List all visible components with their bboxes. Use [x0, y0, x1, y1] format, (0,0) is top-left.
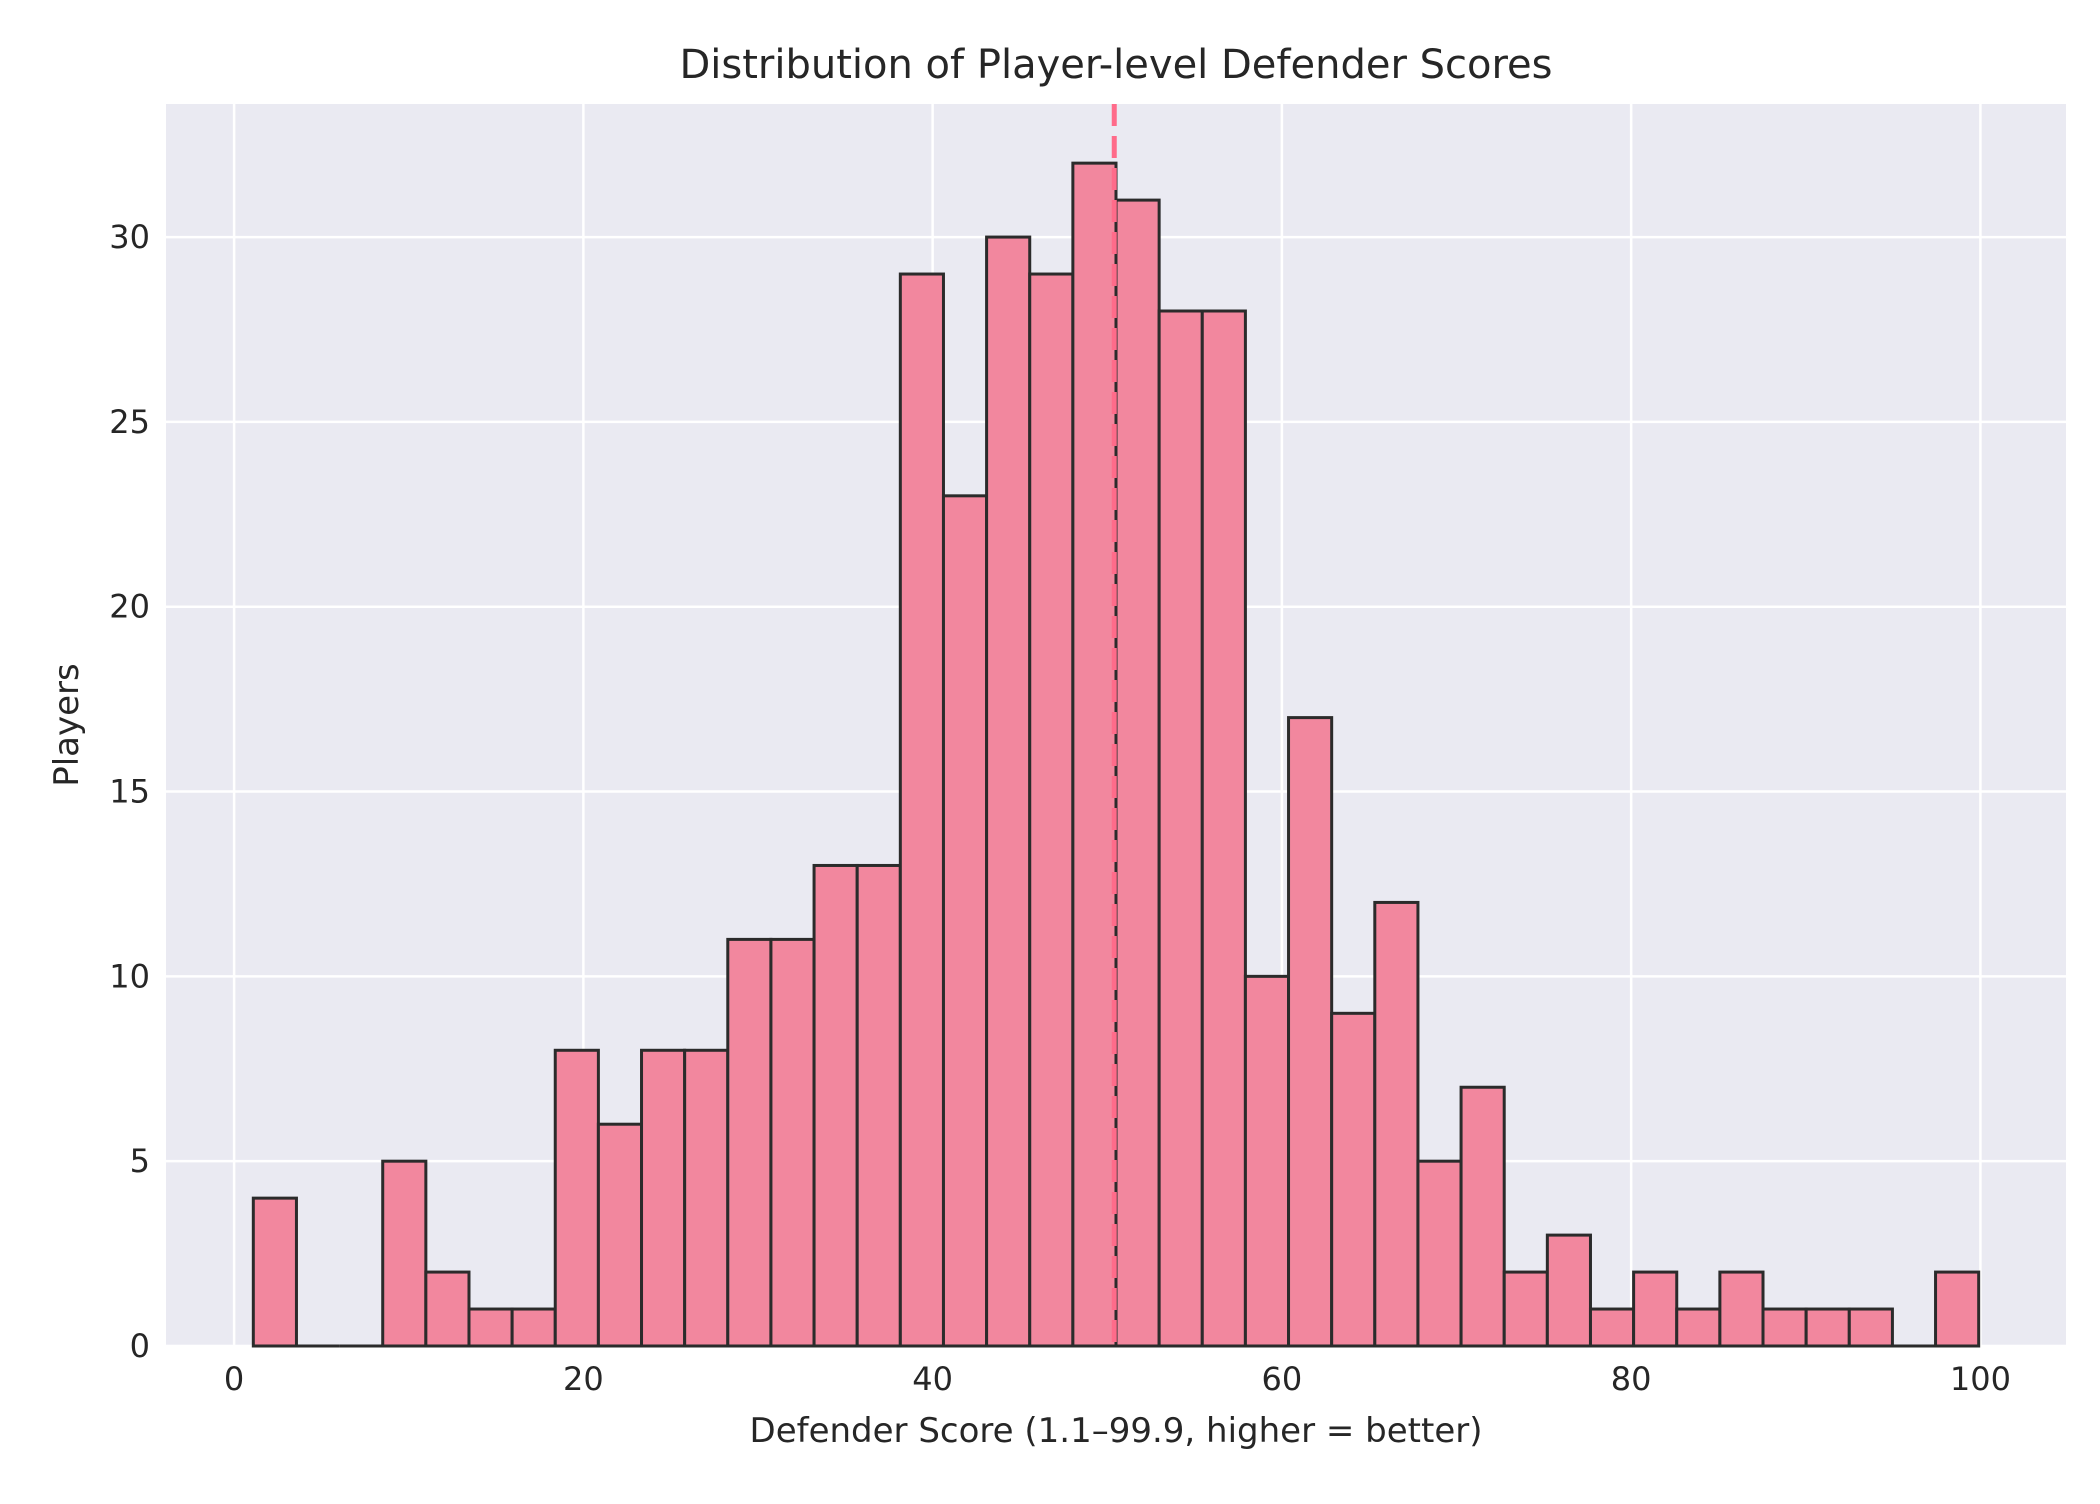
histogram-bar — [640, 1048, 687, 1348]
y-tick-label: 0 — [130, 1327, 150, 1365]
y-tick-label: 25 — [109, 403, 150, 441]
histogram-bar — [1675, 1307, 1722, 1348]
x-tick-label: 80 — [1611, 1360, 1652, 1398]
histogram-bar — [1028, 272, 1075, 1348]
histogram-bar — [1157, 309, 1204, 1348]
histogram-bar — [812, 863, 859, 1348]
x-tick-label: 100 — [1950, 1360, 2011, 1398]
histogram-bar — [1287, 716, 1334, 1348]
histogram-bar — [1459, 1085, 1506, 1348]
y-tick-label: 20 — [109, 588, 150, 626]
histogram-bar — [683, 1048, 730, 1348]
histogram-bar — [1416, 1159, 1463, 1348]
y-axis-label: Players — [47, 663, 87, 787]
chart-title: Distribution of Player-level Defender Sc… — [679, 42, 1552, 88]
histogram-bar — [1502, 1270, 1549, 1348]
histogram-bar — [898, 272, 945, 1348]
x-tick-label: 20 — [563, 1360, 604, 1398]
histogram-bar — [1804, 1307, 1851, 1348]
x-tick-label: 0 — [224, 1360, 244, 1398]
histogram-bar — [510, 1307, 557, 1348]
histogram-bar — [467, 1307, 514, 1348]
histogram-bar — [1330, 1011, 1377, 1348]
histogram-bar — [726, 937, 773, 1348]
histogram-bar — [1114, 198, 1161, 1348]
histogram-bar — [985, 235, 1032, 1348]
histogram-bar — [941, 494, 989, 1348]
histogram-bar — [855, 863, 902, 1348]
histogram-bar — [596, 1122, 644, 1348]
histogram-bar — [381, 1159, 428, 1348]
y-tick-label: 15 — [109, 773, 150, 811]
tick-labels: 0 20 40 60 80 100 0 5 10 15 20 25 30 — [109, 218, 2011, 1398]
histogram-bar — [1243, 974, 1291, 1348]
histogram-bar — [1200, 309, 1247, 1348]
x-axis-label: Defender Score (1.1–99.9, higher = bette… — [750, 1411, 1483, 1451]
histogram-bar — [1632, 1270, 1679, 1348]
histogram-bar — [1847, 1307, 1894, 1348]
histogram-bar — [424, 1270, 471, 1348]
histogram-bar — [1934, 1270, 1981, 1348]
y-tick-label: 10 — [109, 957, 150, 995]
histogram-bar — [1588, 1307, 1636, 1348]
x-tick-label: 40 — [912, 1360, 953, 1398]
x-tick-label: 60 — [1262, 1360, 1303, 1398]
y-tick-label: 30 — [109, 218, 150, 256]
histogram-bar — [1373, 900, 1420, 1348]
histogram-bar — [1545, 1233, 1592, 1348]
histogram-bar — [1761, 1307, 1808, 1348]
histogram-bar — [1718, 1270, 1765, 1348]
histogram-bar — [1071, 161, 1118, 1348]
histogram-bars — [251, 161, 1981, 1348]
histogram-bar — [769, 937, 816, 1348]
histogram-bar — [251, 1196, 298, 1348]
histogram-bar — [553, 1048, 600, 1348]
y-tick-label: 5 — [130, 1142, 150, 1180]
